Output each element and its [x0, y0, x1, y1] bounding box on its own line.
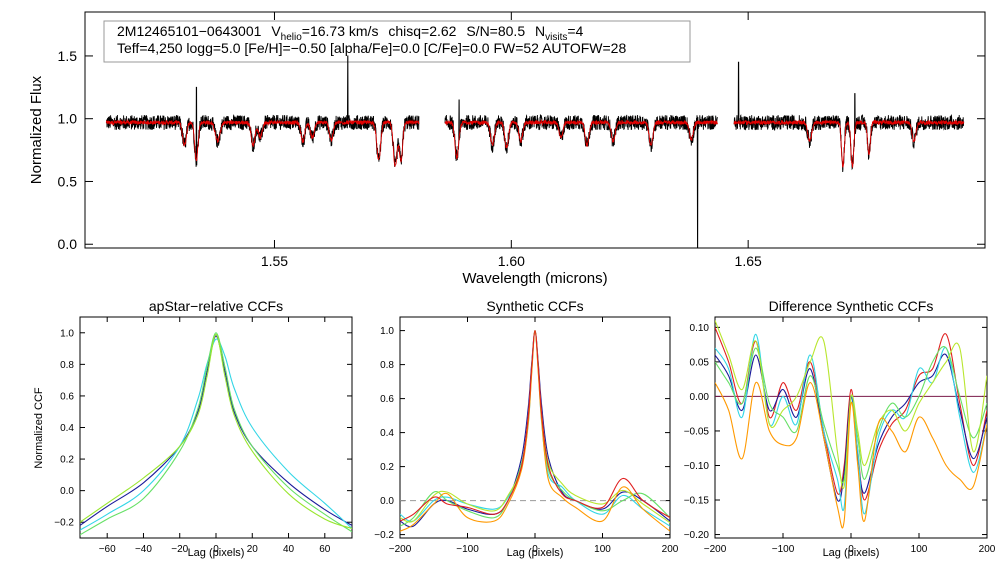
spectrum-axes: 1.55 1.60 1.65 0.0 0.5 1.0 1.5	[58, 12, 985, 269]
difference-ccf-title: Difference Synthetic CCFs	[769, 298, 934, 314]
synthetic-ccf-ytick-label: 0.8	[380, 360, 394, 371]
synthetic-ccf-title: Synthetic CCFs	[486, 298, 583, 314]
synthetic-ccf-ytick-label: 0.2	[380, 462, 394, 473]
spectrum-panel: Normalized Flux Wavelength (microns) 2M1…	[28, 11, 986, 287]
series-visit-2	[80, 338, 352, 531]
difference-ccf-xtick-label: 0	[848, 544, 854, 555]
apstar-ccf-ytick-label: 0.4	[60, 423, 74, 434]
nvisits-subscript: visits	[545, 32, 567, 43]
apstar-ccf-xtick-label: −60	[99, 544, 116, 555]
apstar-ccf-xtick-label: 60	[319, 544, 331, 555]
apstar-ccf-ytick-label: −0.2	[54, 518, 74, 529]
difference-ccf-xtick-label: −200	[704, 544, 727, 555]
series-visit-1	[80, 335, 352, 526]
difference-ccf-ytick-label: −0.10	[684, 461, 710, 472]
difference-ccf-ytick-label: 0.00	[690, 392, 710, 403]
apstar-ccf-xtick-label: −20	[171, 544, 188, 555]
spectrum-info-box	[103, 20, 691, 63]
difference-ccf-xtick-label: −100	[772, 544, 795, 555]
synthetic-ccf-ytick-label: −0.2	[374, 530, 394, 541]
difference-ccf-series	[715, 320, 987, 529]
vhelio-subscript: helio	[281, 32, 303, 43]
spectrum-xtick-label: 1.65	[735, 253, 762, 269]
apstar-ccf-ytick-label: 0.6	[60, 391, 74, 402]
apstar-ccf-ytick-label: 0.8	[60, 360, 74, 371]
spectrum-plot-frame	[84, 11, 986, 249]
synthetic-ccf-xtick-label: 0	[532, 544, 538, 555]
series-yellow-green	[715, 320, 987, 489]
spectrum-ytick-label: 1.0	[58, 111, 78, 127]
synthetic-ccf-xtick-label: −200	[389, 544, 412, 555]
series-green	[715, 346, 987, 484]
synthetic-ccf-axes: −200 −100 0 100 200 −0.2 0.0 0.2 0.4 0.6 0.8 1.0	[374, 317, 679, 555]
apstar-ccf-ytick-label: 1.0	[60, 328, 74, 339]
series-orange	[400, 330, 670, 532]
apstar-ccf-xtick-label: −40	[135, 544, 152, 555]
series-red	[715, 327, 987, 501]
synthetic-ccf-xtick-label: −100	[456, 544, 479, 555]
difference-ccf-frame	[714, 316, 988, 539]
spectrum-info-line2: Teff=4,250 logg=5.0 [Fe/H]=−0.50 [alpha/…	[117, 40, 626, 56]
synthetic-ccf-series	[400, 330, 670, 532]
apstar-ccf-xtick-label: 0	[213, 544, 219, 555]
vhelio-prefix: V	[271, 23, 281, 39]
spectrum-ytick-label: 1.5	[58, 48, 78, 64]
difference-ccf-panel: Difference Synthetic CCFs Lag (pixels) −…	[684, 298, 996, 559]
difference-ccf-ytick-label: −0.15	[684, 496, 710, 507]
apstar-ccf-series	[80, 332, 352, 536]
series-observed-spectrum	[105, 55, 965, 248]
star-id: 2M12465101−0643001	[117, 23, 262, 39]
synthetic-ccf-xlabel: Lag (pixels)	[507, 547, 564, 559]
series-blue	[715, 353, 987, 502]
difference-ccf-xlabel: Lag (pixels)	[823, 547, 880, 559]
difference-ccf-xtick-label: 200	[979, 544, 996, 555]
chisq-value: chisq=2.62	[388, 23, 456, 39]
synthetic-ccf-ytick-label: 0.4	[380, 428, 394, 439]
snr-value: S/N=80.5	[466, 23, 525, 39]
spectrum-xtick-label: 1.60	[498, 253, 525, 269]
synthetic-ccf-ytick-label: 0.6	[380, 394, 394, 405]
difference-ccf-ytick-label: −0.20	[684, 530, 710, 541]
spectrum-ytick-label: 0.5	[58, 173, 78, 189]
difference-ccf-ytick-label: −0.05	[684, 426, 710, 437]
nvisits-value: =4	[567, 23, 583, 39]
difference-ccf-ytick-label: 0.05	[690, 357, 710, 368]
difference-ccf-ytick-label: 0.10	[690, 323, 710, 334]
series-orange	[715, 382, 987, 529]
synthetic-ccf-frame	[399, 316, 671, 539]
apstar-ccf-axes: −60 −40 −20 0 20 40 60 −0.2 0.0 0.2 0.4 0.6 0.8 1.0	[54, 317, 352, 555]
series-visit-4	[80, 333, 352, 530]
synthetic-ccf-ytick-label: 0.0	[380, 496, 394, 507]
nvisits-prefix: N	[535, 23, 545, 39]
synthetic-ccf-xtick-label: 200	[662, 544, 679, 555]
spectrum-ytick-label: 0.0	[58, 236, 78, 252]
series-model-spectrum	[105, 119, 965, 168]
apstar-ccf-title: apStar−relative CCFs	[149, 298, 283, 314]
synthetic-ccf-ytick-label: 1.0	[380, 326, 394, 337]
apstar-ccf-xtick-label: 40	[283, 544, 295, 555]
synthetic-ccf-panel: Synthetic CCFs Lag (pixels) −200 −100 0 100…	[374, 298, 679, 559]
spectrum-info-line1: 2M12465101−0643001 Vhelio=16.73 km/s chi…	[117, 23, 584, 43]
series-visit-3	[80, 332, 352, 536]
synthetic-ccf-xtick-label: 100	[594, 544, 611, 555]
difference-ccf-axes: −200 −100 0 100 200 −0.20 −0.15 −0.10 −0.05 0.00 0…	[684, 317, 996, 555]
apstar-ccf-panel: apStar−relative CCFs Lag (pixels) Normal…	[33, 298, 353, 559]
spectrum-ylabel: Normalized Flux	[28, 75, 45, 184]
apstar-ccf-ytick-label: 0.0	[60, 486, 74, 497]
spectrum-xtick-label: 1.55	[261, 253, 288, 269]
apstar-ccf-xlabel: Lag (pixels)	[188, 547, 245, 559]
apstar-ccf-ytick-label: 0.2	[60, 455, 74, 466]
vhelio-value: =16.73 km/s	[302, 23, 379, 39]
apstar-ccf-ylabel: Normalized CCF	[33, 387, 45, 469]
difference-ccf-xtick-label: 100	[911, 544, 928, 555]
spectrum-xlabel: Wavelength (microns)	[462, 270, 607, 287]
apstar-ccf-xtick-label: 20	[247, 544, 259, 555]
series-red	[400, 330, 670, 522]
spectrum-series	[105, 55, 965, 248]
